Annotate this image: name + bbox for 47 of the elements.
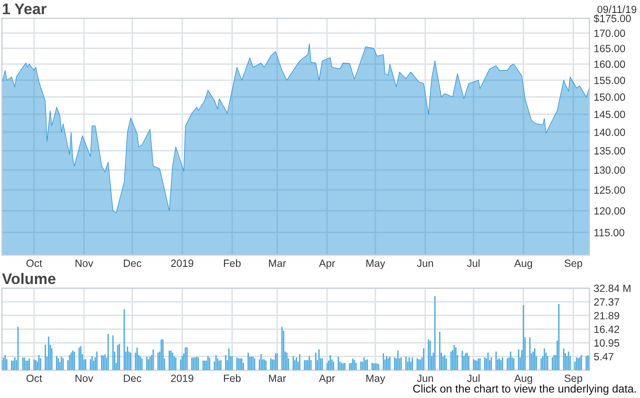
y-tick-label: 32.84 M [594,284,630,292]
text: Click on the chart to view the underlying data. [413,384,636,395]
y-tick-label: 115.00 [594,228,624,236]
y-tick-label: $175.00 [594,14,631,23]
text: 09/11/19 [597,5,636,14]
y-tick-label: 16.42 [594,326,620,334]
x-tick-label: 2019 [171,260,194,267]
chart-title: Volume [2,272,56,284]
x-tick-label: May [366,260,386,269]
x-tick-label: Aug [514,374,532,384]
x-tick-label: Feb [224,259,241,267]
y-tick-label: 165.00 [594,44,626,52]
x-tick-label: Mar [269,260,286,267]
x-tick-label: Oct [26,260,42,267]
x-tick-label: Nov [76,260,94,267]
y-tick-label: 21.89 [594,312,620,320]
x-tick-label: Sep [564,374,582,384]
chart-title: 1 Year [2,4,46,14]
y-tick-label: 125.00 [594,186,626,194]
y-tick-label: 135.00 [594,147,626,155]
x-tick-label: Nov [76,374,94,382]
x-tick-label: Aug [514,260,532,269]
y-tick-label: 5.47 [594,353,614,360]
x-tick-label: Dec [124,260,142,267]
x-tick-label: Dec [124,374,142,382]
x-tick-label: Sep [564,260,582,269]
x-tick-label: Jul [467,259,480,267]
x-tick-label: 2019 [171,374,194,382]
y-tick-label: 120.00 [594,207,626,215]
y-tick-label: 160.00 [594,60,626,68]
y-tick-label: 140.00 [594,128,626,136]
y-tick-label: 145.00 [594,110,626,118]
y-tick-label: 10.95 [594,339,620,347]
y-tick-label: 130.00 [594,166,626,174]
x-tick-label: Oct [26,374,42,382]
y-tick-label: 155.00 [594,76,626,84]
x-tick-label: Jun [417,374,433,382]
x-tick-label: Feb [224,374,241,382]
x-tick-label: Apr [318,260,335,269]
x-tick-label: Jun [417,260,433,267]
x-tick-label: Mar [269,374,286,382]
y-tick-label: 27.37 [594,298,620,306]
y-tick-label: 170.00 [594,30,626,37]
x-tick-label: May [366,374,386,384]
x-tick-label: Apr [318,374,335,384]
y-tick-label: 150.00 [594,93,626,101]
x-tick-label: Jul [467,374,480,382]
